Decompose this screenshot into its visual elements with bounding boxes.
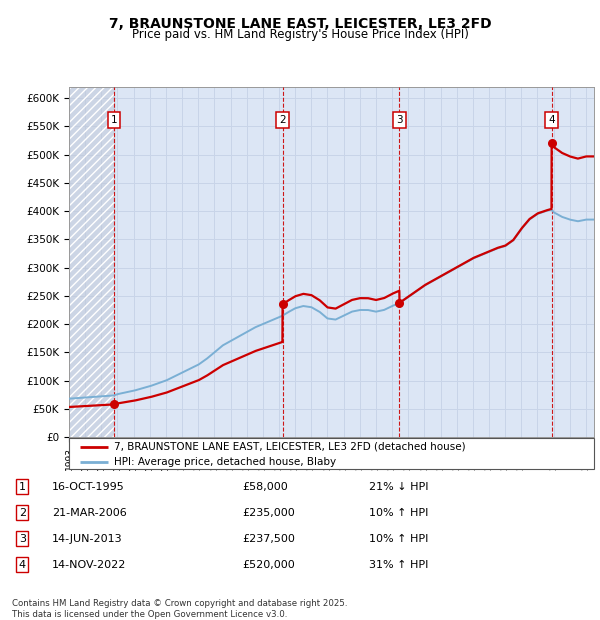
Text: 21% ↓ HPI: 21% ↓ HPI <box>369 482 428 492</box>
Text: 1: 1 <box>19 482 26 492</box>
Text: 3: 3 <box>396 115 403 125</box>
Text: 7, BRAUNSTONE LANE EAST, LEICESTER, LE3 2FD: 7, BRAUNSTONE LANE EAST, LEICESTER, LE3 … <box>109 17 491 31</box>
Text: Price paid vs. HM Land Registry's House Price Index (HPI): Price paid vs. HM Land Registry's House … <box>131 28 469 41</box>
Text: 7, BRAUNSTONE LANE EAST, LEICESTER, LE3 2FD (detached house): 7, BRAUNSTONE LANE EAST, LEICESTER, LE3 … <box>113 441 465 452</box>
Bar <box>69 87 114 437</box>
FancyBboxPatch shape <box>69 438 594 469</box>
Text: HPI: Average price, detached house, Blaby: HPI: Average price, detached house, Blab… <box>113 456 336 467</box>
Text: 4: 4 <box>548 115 555 125</box>
Text: 14-NOV-2022: 14-NOV-2022 <box>52 560 127 570</box>
Text: £520,000: £520,000 <box>242 560 295 570</box>
Text: 2: 2 <box>19 508 26 518</box>
Text: 3: 3 <box>19 534 26 544</box>
Text: 10% ↑ HPI: 10% ↑ HPI <box>369 508 428 518</box>
Text: Contains HM Land Registry data © Crown copyright and database right 2025.
This d: Contains HM Land Registry data © Crown c… <box>12 600 347 619</box>
Text: £235,000: £235,000 <box>242 508 295 518</box>
Text: £58,000: £58,000 <box>242 482 288 492</box>
Text: 1: 1 <box>111 115 118 125</box>
Bar <box>69 87 114 437</box>
Text: 10% ↑ HPI: 10% ↑ HPI <box>369 534 428 544</box>
Text: 31% ↑ HPI: 31% ↑ HPI <box>369 560 428 570</box>
Text: 2: 2 <box>279 115 286 125</box>
Text: £237,500: £237,500 <box>242 534 295 544</box>
Text: 4: 4 <box>19 560 26 570</box>
Text: 16-OCT-1995: 16-OCT-1995 <box>52 482 125 492</box>
Text: 21-MAR-2006: 21-MAR-2006 <box>52 508 127 518</box>
Text: 14-JUN-2013: 14-JUN-2013 <box>52 534 123 544</box>
